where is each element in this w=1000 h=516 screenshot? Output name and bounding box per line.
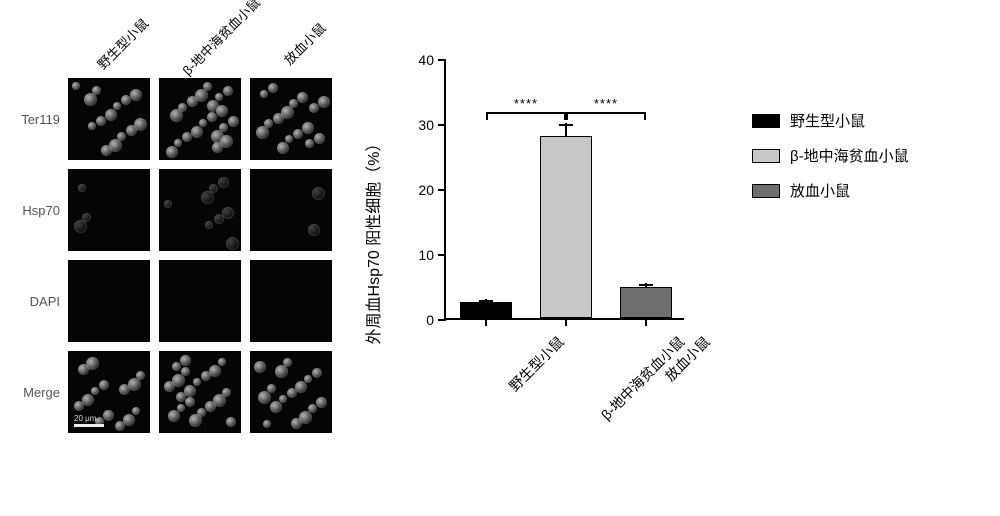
chart-area: 外周血Hsp70 阳性细胞（%） 010203040野生型小鼠β-地中海贫血小鼠… — [392, 50, 722, 430]
legend-swatch — [752, 149, 780, 163]
micrograph-cell — [250, 169, 332, 251]
xtick-label: 野生型小鼠 — [505, 332, 569, 396]
legend-item: 放血小鼠 — [752, 180, 909, 201]
micrograph-grid: 20 μm — [68, 78, 332, 433]
significance-label: **** — [594, 96, 618, 111]
micrograph-row-labels: Ter119 Hsp70 DAPI Merge — [20, 78, 64, 433]
micrograph-cell — [250, 351, 332, 433]
row-label: Merge — [20, 351, 64, 433]
significance-bracket — [566, 112, 646, 114]
micrograph-cell — [68, 260, 150, 342]
legend-label: 放血小鼠 — [790, 180, 850, 201]
micrograph-column-headers: 野生型小鼠 β-地中海贫血小鼠 放血小鼠 — [68, 10, 332, 29]
micrograph-cell — [159, 169, 241, 251]
micrograph-cell — [159, 78, 241, 160]
legend-swatch — [752, 184, 780, 198]
micrograph-panel: 野生型小鼠 β-地中海贫血小鼠 放血小鼠 Ter119 Hsp70 DAPI M… — [20, 10, 332, 433]
y-axis-label: 外周血Hsp70 阳性细胞（%） — [360, 136, 384, 345]
micrograph-cell — [159, 351, 241, 433]
ytick-label: 10 — [408, 247, 434, 263]
significance-label: **** — [514, 96, 538, 111]
scalebar — [74, 424, 104, 427]
scalebar-label: 20 μm — [74, 414, 96, 423]
plot-region: 010203040野生型小鼠β-地中海贫血小鼠放血小鼠******** — [444, 60, 684, 320]
col-header: 野生型小鼠 — [87, 8, 158, 79]
bar — [620, 287, 672, 318]
legend-item: β-地中海贫血小鼠 — [752, 145, 909, 166]
col-header: β-地中海贫血小鼠 — [178, 8, 249, 79]
col-header: 放血小鼠 — [269, 8, 340, 79]
ytick-label: 30 — [408, 117, 434, 133]
bar — [460, 302, 512, 318]
barchart-panel: 外周血Hsp70 阳性细胞（%） 010203040野生型小鼠β-地中海贫血小鼠… — [392, 50, 909, 430]
micrograph-cell — [250, 78, 332, 160]
ytick-label: 40 — [408, 52, 434, 68]
micrograph-cell — [250, 260, 332, 342]
bar — [540, 136, 592, 318]
ytick-label: 0 — [408, 312, 434, 328]
row-label: DAPI — [20, 260, 64, 342]
row-label: Hsp70 — [20, 169, 64, 251]
micrograph-cell — [68, 169, 150, 251]
legend: 野生型小鼠 β-地中海贫血小鼠放血小鼠 — [752, 110, 909, 201]
micrograph-cell — [159, 260, 241, 342]
legend-swatch — [752, 114, 780, 128]
ytick-label: 20 — [408, 182, 434, 198]
legend-label: β-地中海贫血小鼠 — [790, 145, 909, 166]
legend-label: 野生型小鼠 — [790, 110, 865, 131]
micrograph-cell — [68, 78, 150, 160]
legend-item: 野生型小鼠 — [752, 110, 909, 131]
row-label: Ter119 — [20, 78, 64, 160]
significance-bracket — [486, 112, 566, 114]
micrograph-cell: 20 μm — [68, 351, 150, 433]
figure-container: 野生型小鼠 β-地中海贫血小鼠 放血小鼠 Ter119 Hsp70 DAPI M… — [0, 0, 1000, 443]
